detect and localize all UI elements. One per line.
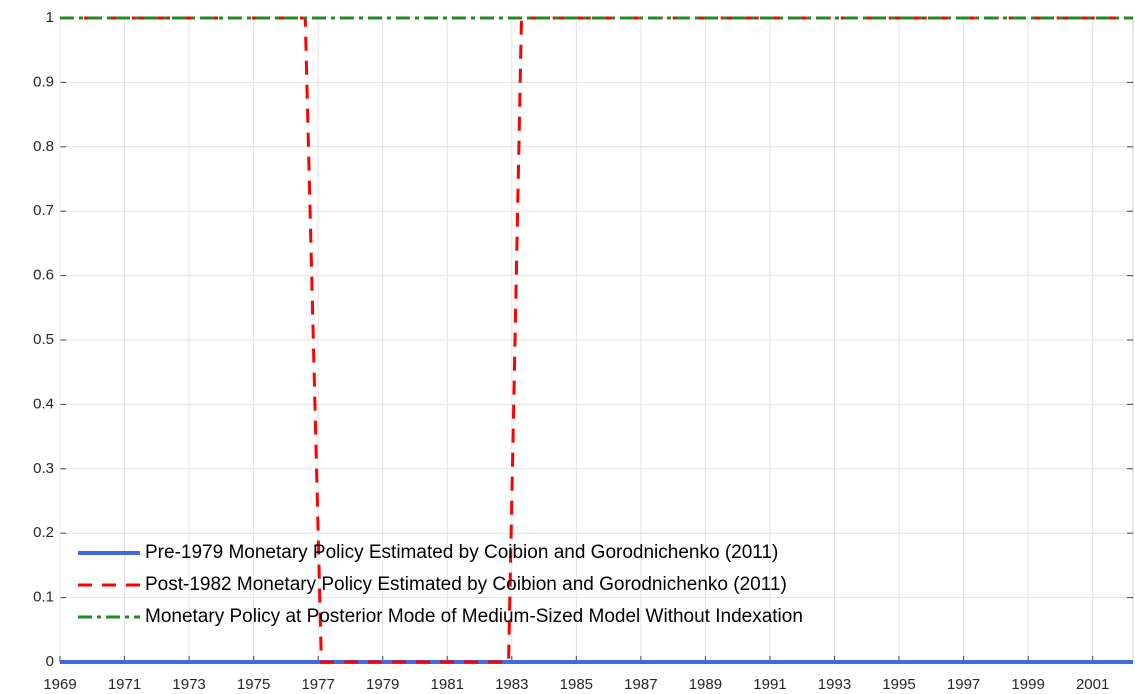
x-tick-label: 1971 <box>108 676 141 693</box>
y-tick-label: 0.2 <box>33 524 54 541</box>
y-tick-label: 0.9 <box>33 73 54 90</box>
x-tick-label: 1993 <box>818 676 851 693</box>
x-tick-label: 1991 <box>753 676 786 693</box>
y-tick-label: 0.4 <box>33 395 54 412</box>
legend-label: Monetary Policy at Posterior Mode of Med… <box>145 606 803 627</box>
tick-labels: 0 0.1 0.2 0.3 0.4 0.5 0.6 0.7 0.8 0.9 1 1969 1971 197… <box>33 9 1109 693</box>
legend: Pre-1979 Monetary Policy Estimated by Co… <box>78 542 803 627</box>
x-tick-label: 1995 <box>882 676 915 693</box>
y-tick-label: 0.5 <box>33 331 54 348</box>
legend-label: Post-1982 Monetary Policy Estimated by C… <box>145 574 787 595</box>
x-tick-label: 1985 <box>560 676 593 693</box>
x-tick-label: 1989 <box>689 676 722 693</box>
y-tick-label: 0.7 <box>33 202 54 219</box>
y-tick-label: 1 <box>46 9 54 26</box>
legend-label: Pre-1979 Monetary Policy Estimated by Co… <box>145 542 778 563</box>
x-tick-label: 1983 <box>495 676 528 693</box>
x-tick-label: 1987 <box>624 676 657 693</box>
lines <box>60 16 1133 664</box>
y-tick-label: 0.1 <box>33 589 54 606</box>
y-tick-label: 0.6 <box>33 267 54 284</box>
x-tick-label: 1969 <box>43 676 76 693</box>
x-tick-label: 1981 <box>431 676 464 693</box>
x-tick-label: 1975 <box>237 676 270 693</box>
x-tick-label: 1977 <box>301 676 334 693</box>
x-tick-label: 1973 <box>172 676 205 693</box>
y-tick-label: 0.3 <box>33 460 54 477</box>
x-tick-label: 2001 <box>1076 676 1109 693</box>
x-tick-label: 1979 <box>366 676 399 693</box>
y-tick-label: 0 <box>46 653 54 670</box>
y-tick-label: 0.8 <box>33 138 54 155</box>
x-tick-label: 1997 <box>947 676 980 693</box>
x-tick-label: 1999 <box>1011 676 1044 693</box>
